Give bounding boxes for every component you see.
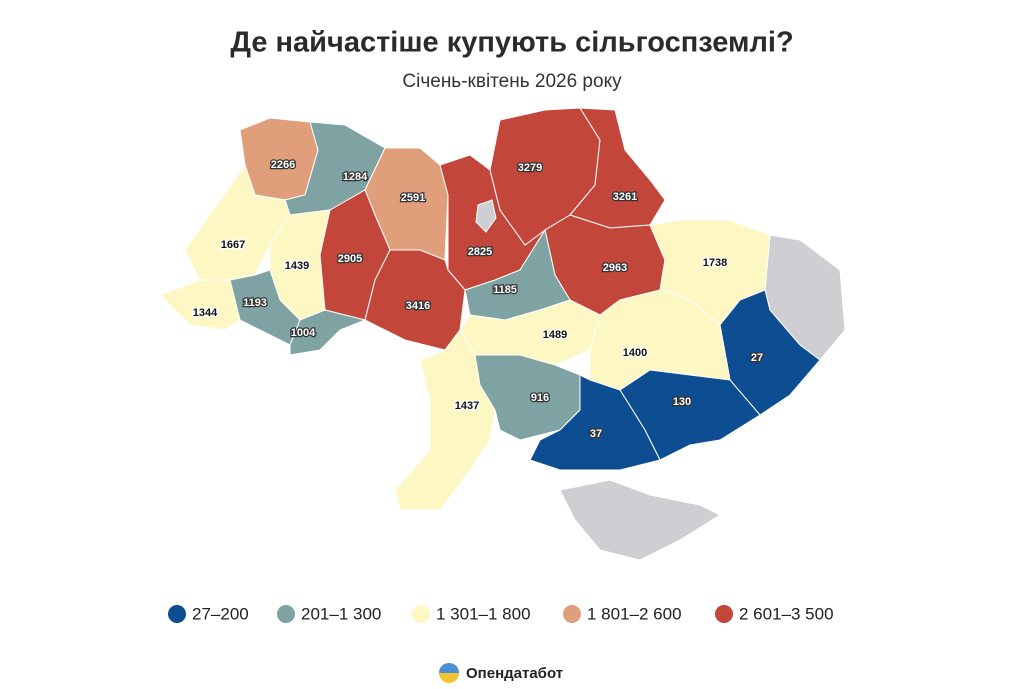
region-value: 1344 — [193, 307, 218, 319]
region-value: 130 — [673, 396, 691, 408]
title: Де найчастіше купують сільгоспземлі? — [230, 27, 793, 59]
region-value: 1667 — [221, 239, 245, 251]
region-value: 1439 — [285, 260, 309, 272]
brand: Опендатабот — [466, 665, 563, 682]
regions — [159, 107, 821, 511]
region-value: 2963 — [603, 262, 627, 274]
region-value: 3279 — [518, 162, 542, 174]
region-value: 37 — [590, 428, 602, 440]
region-value: 1284 — [343, 171, 368, 183]
legend: 27–200 201–1 300 1 301–1 800 1 801–2 600 2 6… — [168, 604, 834, 623]
legend-swatch — [168, 605, 186, 623]
legend-label: 1 801–2 600 — [587, 604, 682, 623]
region-value: 2825 — [468, 246, 492, 258]
region-value: 1437 — [455, 400, 479, 412]
region-value: 2266 — [271, 159, 295, 171]
legend-swatch — [715, 605, 733, 623]
legend-label: 27–200 — [192, 604, 249, 623]
kyiv-city — [475, 199, 497, 233]
brand-logo: Опендатабот — [439, 663, 563, 683]
region-value: 3416 — [406, 300, 430, 312]
region — [529, 374, 661, 471]
region-value: 916 — [531, 392, 549, 404]
subtitle: Січень-квітень 2026 року — [402, 71, 622, 92]
legend-swatch — [563, 605, 581, 623]
region — [159, 279, 241, 331]
region-value: 1400 — [623, 347, 647, 359]
legend-swatch — [412, 605, 430, 623]
legend-label: 1 301–1 800 — [436, 604, 531, 623]
region-value: 1004 — [291, 327, 316, 339]
legend-label: 2 601–3 500 — [739, 604, 834, 623]
region-value: 1489 — [543, 329, 567, 341]
region-value: 1738 — [703, 257, 727, 269]
region-labels: 2266 1284 2591 2825 3279 3261 2963 1738 27 1667 14… — [192, 158, 765, 442]
region — [289, 309, 367, 356]
region-value: 2591 — [401, 192, 425, 204]
region-value: 2905 — [338, 253, 362, 265]
region-value: 3261 — [613, 191, 637, 203]
region-value: 1193 — [243, 297, 267, 309]
legend-swatch — [277, 605, 295, 623]
legend-label: 201–1 300 — [301, 604, 381, 623]
occupied-area — [559, 479, 722, 561]
region-value: 1185 — [493, 284, 517, 296]
region — [184, 163, 291, 281]
occupied-areas — [559, 234, 846, 561]
region-value: 27 — [751, 352, 763, 364]
region — [719, 289, 821, 416]
